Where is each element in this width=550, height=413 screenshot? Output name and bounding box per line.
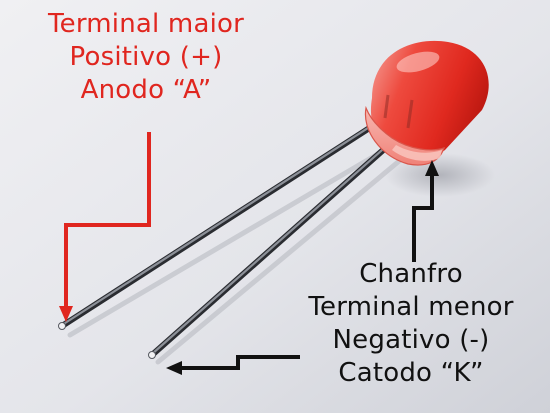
led-flange — [364, 105, 445, 166]
anode-lead — [58, 115, 388, 330]
anode-label-line2: Positivo (+) — [69, 42, 223, 72]
led-body — [364, 40, 489, 166]
anode-lead-shadow — [67, 145, 391, 338]
cathode-lead — [148, 125, 411, 359]
cathode-lead-shadow — [155, 149, 413, 365]
anode-pointer-arrow — [59, 132, 151, 322]
anode-lead-tip — [58, 322, 66, 330]
anode-label: Terminal maior Positivo (+) Anodo “A” — [22, 8, 270, 107]
cathode-label-line3: Negativo (-) — [332, 325, 490, 355]
cathode-label-line1: Chanfro — [359, 259, 463, 289]
cathode-pointer-arrow — [166, 355, 300, 375]
cathode-lead-tip — [148, 351, 156, 359]
anode-label-line1: Terminal maior — [47, 9, 245, 39]
cathode-label: Chanfro Terminal menor Negativo (-) Cato… — [276, 258, 546, 390]
chamfer-pointer-arrow — [412, 160, 439, 262]
led-highlight — [396, 51, 440, 73]
led-internal-leads — [383, 94, 414, 129]
cathode-label-line2: Terminal menor — [308, 292, 514, 322]
anode-label-line3: Anodo “A” — [80, 75, 212, 105]
led-chamfer — [392, 145, 442, 161]
cathode-label-line4: Catodo “K” — [338, 358, 484, 388]
